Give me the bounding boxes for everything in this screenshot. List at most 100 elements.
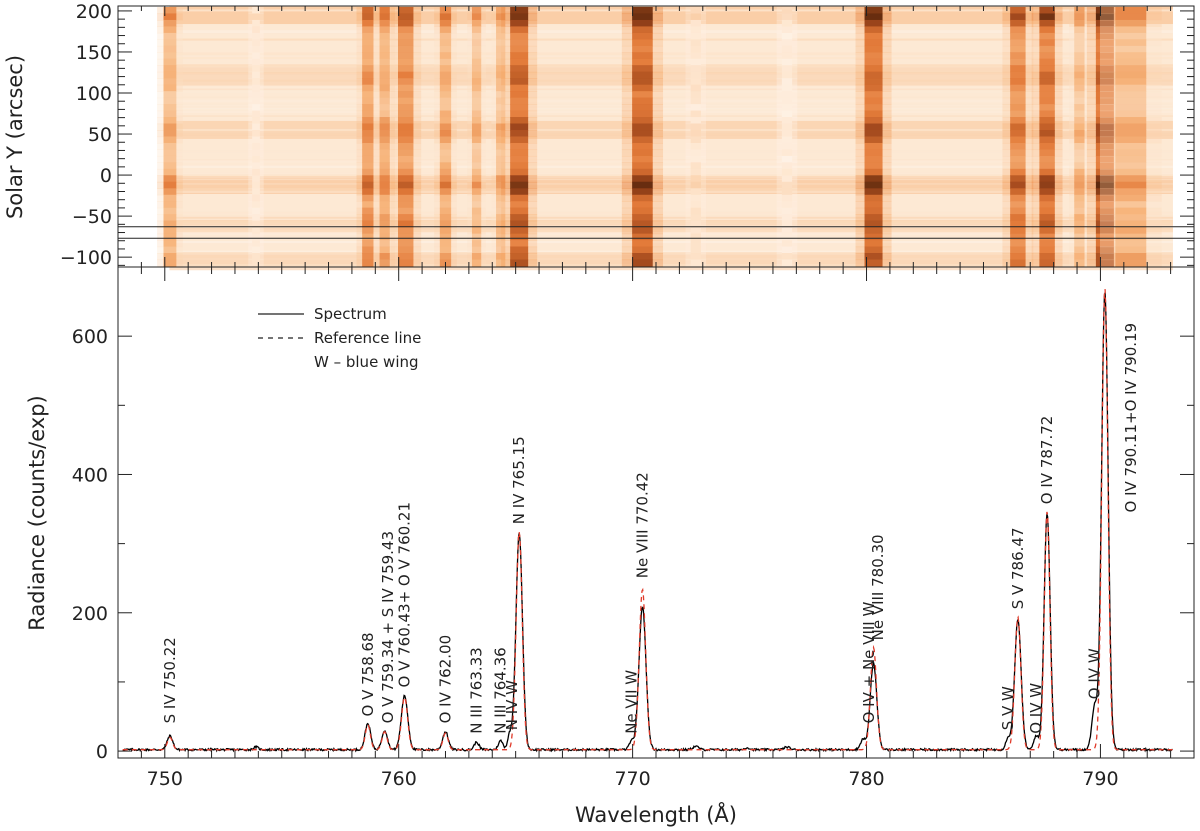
image-column-halo xyxy=(501,32,538,40)
image-column-halo xyxy=(1099,253,1162,261)
image-column-halo xyxy=(621,220,664,228)
image-column-segment xyxy=(1074,7,1085,15)
image-column-halo xyxy=(374,117,395,125)
image-column-segment xyxy=(1010,13,1026,21)
image-column-segment xyxy=(439,26,452,34)
image-striation xyxy=(169,150,1173,153)
image-column-segment xyxy=(471,84,482,92)
image-column-segment xyxy=(510,91,529,99)
image-column-segment xyxy=(252,19,260,28)
image-column-halo xyxy=(621,168,664,176)
image-column-halo xyxy=(1086,32,1123,40)
image-column-segment xyxy=(163,227,177,235)
image-column-halo xyxy=(1086,259,1123,267)
image-column-halo xyxy=(855,58,892,66)
image-column-segment xyxy=(252,110,260,118)
image-column-segment xyxy=(471,181,482,189)
image-column-segment xyxy=(510,45,529,53)
image-column-segment xyxy=(690,227,701,235)
image-column-halo xyxy=(685,45,707,53)
image-column-halo xyxy=(491,78,510,86)
image-column-segment xyxy=(510,240,529,248)
image-column-segment xyxy=(690,7,701,15)
image-column-segment xyxy=(439,97,452,105)
image-column-halo xyxy=(491,104,510,112)
image-column-segment xyxy=(379,175,390,183)
image-column-halo xyxy=(1069,117,1090,125)
image-column-halo xyxy=(248,58,264,66)
image-column-segment xyxy=(1039,7,1055,15)
image-column-halo xyxy=(467,97,486,105)
image-column-halo xyxy=(1031,32,1063,40)
image-column-segment xyxy=(252,97,260,105)
image-column-halo xyxy=(434,162,457,170)
image-column-segment xyxy=(379,71,390,79)
image-column-halo xyxy=(356,32,380,40)
image-column-segment xyxy=(379,32,390,40)
image-column-segment xyxy=(1039,149,1055,157)
image-column-segment xyxy=(632,104,653,112)
image-column-halo xyxy=(1031,65,1063,73)
image-column-segment xyxy=(510,220,529,228)
image-column-segment xyxy=(690,58,701,66)
image-column-halo xyxy=(1086,227,1123,235)
image-column-halo xyxy=(374,19,395,28)
image-column-segment xyxy=(163,233,177,241)
image-column-segment xyxy=(362,104,374,112)
image-column-segment xyxy=(632,71,653,79)
image-column-segment xyxy=(379,91,390,99)
image-striation xyxy=(169,90,1173,93)
image-column-halo xyxy=(248,32,264,40)
image-column-segment xyxy=(864,155,883,163)
image-column-segment xyxy=(1115,175,1147,183)
image-column-segment xyxy=(1115,45,1147,53)
image-column-segment xyxy=(439,117,452,125)
image-column-segment xyxy=(397,26,414,34)
image-column-halo xyxy=(776,188,798,196)
image-column-halo xyxy=(501,188,538,196)
image-column-segment xyxy=(397,188,414,196)
image-column-segment xyxy=(252,123,260,131)
image-column-segment xyxy=(690,19,701,28)
image-column-segment xyxy=(690,32,701,40)
image-column-halo xyxy=(374,246,395,254)
image-column-halo xyxy=(501,26,538,34)
image-column-segment xyxy=(1039,194,1055,202)
image-column-halo xyxy=(621,84,664,92)
spectrum-x-tick-label: 760 xyxy=(381,768,417,790)
image-column-halo xyxy=(390,142,422,151)
image-column-segment xyxy=(632,175,653,183)
image-column-segment xyxy=(471,155,482,163)
image-column-segment xyxy=(1115,207,1147,215)
image-column-segment xyxy=(1095,13,1114,21)
image-column-segment xyxy=(471,130,482,138)
image-column-halo xyxy=(491,142,510,151)
image-column-halo xyxy=(1002,32,1034,40)
image-column-segment xyxy=(496,45,506,53)
image-column-segment xyxy=(1039,181,1055,189)
image-column-halo xyxy=(390,181,422,189)
image-column-halo xyxy=(776,233,798,241)
image-column-halo xyxy=(356,175,380,183)
image-column-halo xyxy=(1099,97,1162,105)
image-column-segment xyxy=(1010,91,1026,99)
image-column-segment xyxy=(439,155,452,163)
image-column-halo xyxy=(1099,162,1162,170)
image-column-halo xyxy=(157,19,183,28)
image-striation xyxy=(169,253,1173,255)
image-column-halo xyxy=(685,214,707,222)
image-column-halo xyxy=(685,207,707,215)
image-column-halo xyxy=(1086,207,1123,215)
image-column-segment xyxy=(1095,7,1114,15)
image-column-halo xyxy=(501,58,538,66)
image-striation xyxy=(169,250,1173,253)
image-striation xyxy=(169,190,1173,193)
image-column-segment xyxy=(1074,39,1085,47)
image-column-segment xyxy=(864,194,883,202)
image-column-segment xyxy=(439,162,452,170)
image-column-halo xyxy=(248,7,264,15)
image-column-halo xyxy=(467,142,486,151)
image-column-segment xyxy=(362,155,374,163)
image-column-segment xyxy=(163,117,177,125)
image-column-halo xyxy=(390,65,422,73)
